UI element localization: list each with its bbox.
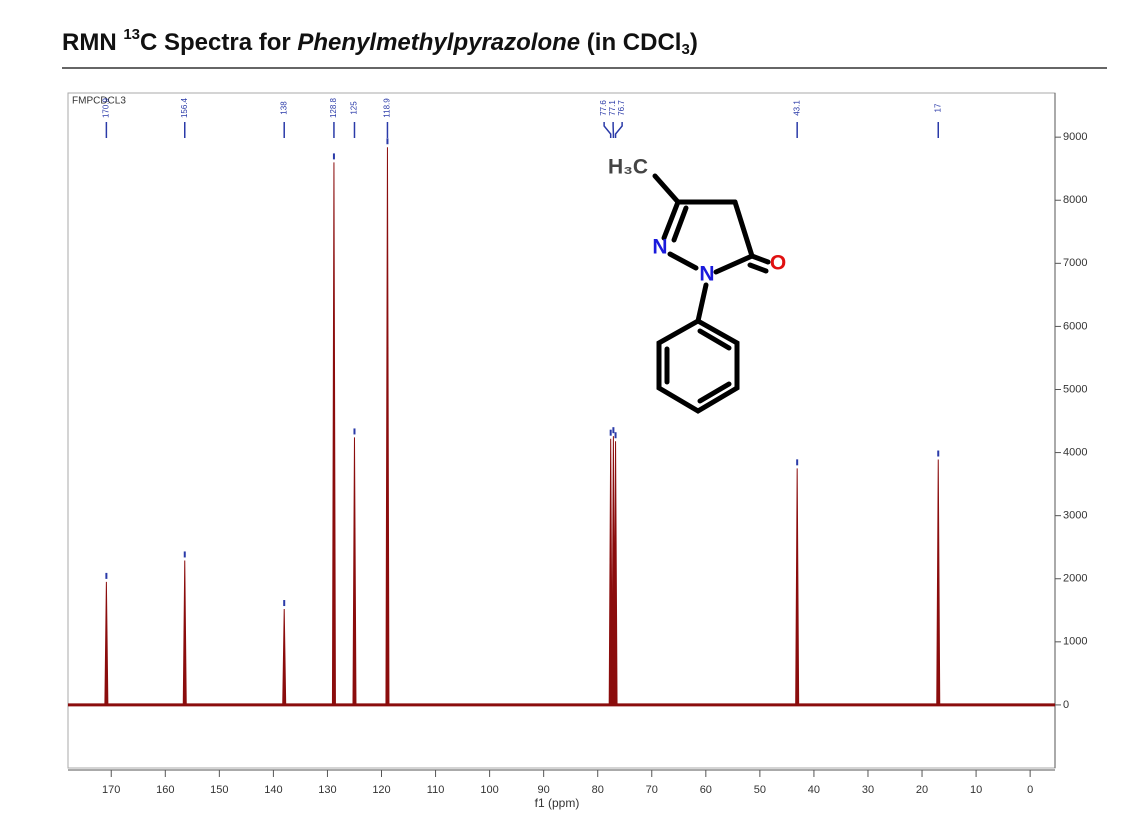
chart-title: RMN 13C Spectra for Phenylmethylpyrazolo… xyxy=(62,26,698,58)
title-part: 13 xyxy=(123,26,140,43)
peak xyxy=(608,438,613,706)
y-tick-label: 4000 xyxy=(1063,446,1087,458)
x-tick-label: 30 xyxy=(862,784,874,796)
peak xyxy=(795,468,800,706)
peak-label-leader xyxy=(614,122,623,138)
peak xyxy=(936,459,941,706)
title-part: Phenylmethylpyrazolone xyxy=(297,29,580,56)
peak-label: 43.1 xyxy=(792,100,801,116)
bond xyxy=(747,262,769,274)
x-tick-label: 150 xyxy=(210,784,228,796)
x-axis-label: f1 (ppm) xyxy=(535,796,580,810)
bond xyxy=(732,199,755,259)
peak-label: 76.7 xyxy=(617,100,626,116)
x-tick-label: 0 xyxy=(1027,784,1033,796)
title-part: (in CDCl xyxy=(580,29,681,56)
bond xyxy=(697,381,732,404)
peak xyxy=(282,609,287,706)
x-tick-label: 80 xyxy=(592,784,604,796)
structure-label: O xyxy=(770,252,786,275)
y-tick-label: 7000 xyxy=(1063,257,1087,269)
peak-label: 17 xyxy=(933,103,942,112)
bond xyxy=(713,253,755,275)
y-tick-label: 9000 xyxy=(1063,131,1087,143)
peak xyxy=(331,162,336,706)
y-tick-label: 5000 xyxy=(1063,383,1087,395)
title-part: RMN xyxy=(62,29,123,56)
peak xyxy=(182,560,187,706)
bond xyxy=(695,282,709,324)
x-tick-label: 90 xyxy=(538,784,550,796)
bond xyxy=(667,251,699,271)
x-tick-label: 120 xyxy=(372,784,390,796)
bond xyxy=(671,205,689,243)
x-tick-label: 160 xyxy=(156,784,174,796)
x-tick-label: 20 xyxy=(916,784,928,796)
x-tick-label: 10 xyxy=(970,784,982,796)
y-tick-label: 1000 xyxy=(1063,636,1087,648)
y-tick-label: 0 xyxy=(1063,699,1069,711)
x-tick-label: 40 xyxy=(808,784,820,796)
title-part: ) xyxy=(690,29,698,56)
x-tick-label: 60 xyxy=(700,784,712,796)
structure-label: H₃C xyxy=(608,156,648,179)
structure-label: N xyxy=(652,236,667,259)
x-tick-label: 170 xyxy=(102,784,120,796)
y-tick-label: 2000 xyxy=(1063,573,1087,585)
ring xyxy=(656,318,740,414)
peak-label: 156.4 xyxy=(180,97,189,118)
x-tick-label: 70 xyxy=(646,784,658,796)
title-part: C Spectra for xyxy=(140,29,297,56)
y-tick-label: 6000 xyxy=(1063,320,1087,332)
peak xyxy=(352,437,357,706)
x-tick-label: 130 xyxy=(318,784,336,796)
peak-label: 77.6 xyxy=(599,100,608,116)
title-part: 3 xyxy=(681,41,689,58)
bond xyxy=(749,253,771,265)
peak-label-leader xyxy=(603,122,612,138)
peak-label: 77.1 xyxy=(608,100,617,116)
peak-label: 118.9 xyxy=(383,98,392,118)
peak-label: 170.9 xyxy=(101,97,110,118)
x-tick-label: 110 xyxy=(427,784,445,796)
structure xyxy=(652,173,771,414)
peak-label: 128.8 xyxy=(329,97,338,118)
peak-label: 125 xyxy=(350,101,359,115)
bond xyxy=(697,328,732,351)
bond xyxy=(661,199,681,241)
x-tick-label: 50 xyxy=(754,784,766,796)
peak-label: 138 xyxy=(279,101,288,115)
structure-label: N xyxy=(699,263,714,286)
y-tick-label: 8000 xyxy=(1063,194,1087,206)
plot-frame xyxy=(67,92,1056,769)
x-tick-label: 140 xyxy=(264,784,282,796)
dataset-name: FMPCDCL3 xyxy=(72,96,126,107)
y-tick-label: 3000 xyxy=(1063,510,1087,522)
peak xyxy=(613,441,618,706)
peak xyxy=(385,147,390,706)
peak xyxy=(104,581,109,706)
bond xyxy=(652,173,681,205)
x-tick-label: 100 xyxy=(480,784,498,796)
